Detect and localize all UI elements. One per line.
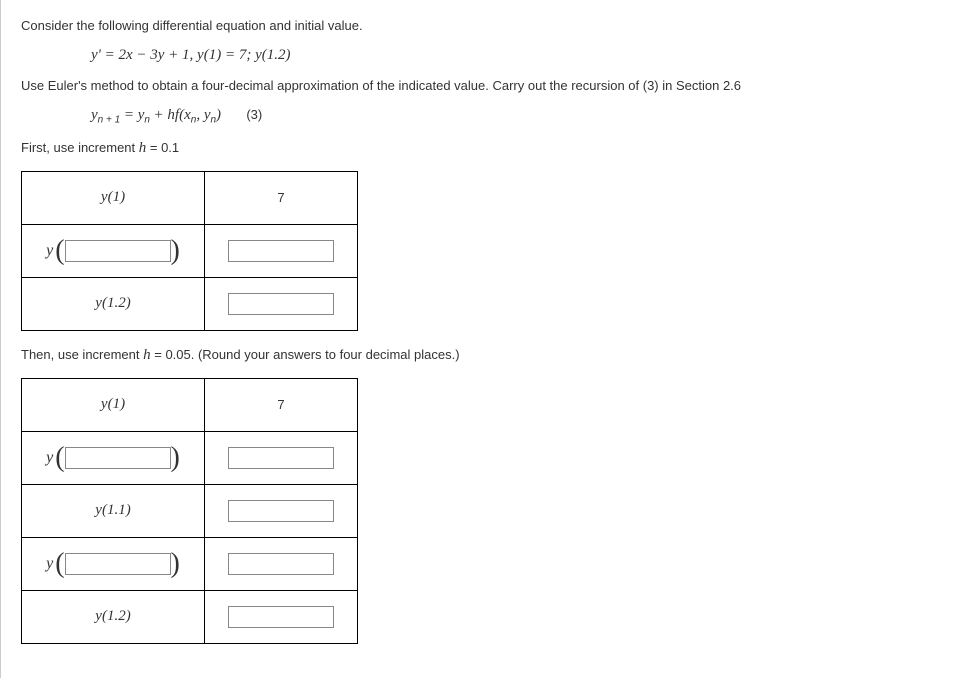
label-cell: y() — [22, 537, 205, 590]
label-cell: y() — [22, 224, 205, 277]
table-row: y(1.1) — [22, 484, 358, 537]
value-cell — [205, 224, 358, 277]
y-label: y(1.2) — [95, 608, 130, 624]
second-increment-prompt: Then, use increment h = 0.05. (Round you… — [21, 347, 946, 364]
y-value-static: 7 — [277, 190, 284, 205]
y-value-input[interactable] — [228, 553, 334, 575]
table-row: y() — [22, 224, 358, 277]
paren-close: ) — [171, 444, 180, 472]
y-value-input[interactable] — [228, 447, 334, 469]
recursion-label: (3) — [246, 107, 262, 122]
value-cell — [205, 484, 358, 537]
first-increment-prompt: First, use increment h = 0.1 — [21, 140, 946, 157]
value-cell: 7 — [205, 171, 358, 224]
y-label: y(1) — [101, 189, 125, 205]
table-row: y(1) 7 — [22, 378, 358, 431]
equation-text: y' = 2x − 3y + 1, y(1) = 7; y(1.2) — [91, 47, 946, 64]
paren-close: ) — [171, 550, 180, 578]
y-label: y(1) — [101, 396, 125, 412]
value-cell — [205, 277, 358, 330]
y-value-input[interactable] — [228, 606, 334, 628]
intro-text: Consider the following differential equa… — [21, 18, 946, 33]
label-cell: y() — [22, 431, 205, 484]
label-cell: y(1.2) — [22, 277, 205, 330]
y-value-static: 7 — [277, 397, 284, 412]
x-value-input[interactable] — [65, 553, 171, 575]
y-value-input[interactable] — [228, 500, 334, 522]
y-var: y — [46, 449, 53, 467]
value-cell: 7 — [205, 378, 358, 431]
y-var: y — [46, 242, 53, 260]
table-row: y() — [22, 431, 358, 484]
table-h005: y(1)7y()y(1.1)y()y(1.2) — [21, 378, 358, 644]
paren-close: ) — [171, 237, 180, 265]
table-row: y() — [22, 537, 358, 590]
x-value-input[interactable] — [65, 240, 171, 262]
x-value-input[interactable] — [65, 447, 171, 469]
table-row: y(1.2) — [22, 277, 358, 330]
paren-open: ( — [55, 237, 64, 265]
recursion-formula: yn + 1 = yn + hf(xn, yn) (3) — [91, 107, 946, 126]
y-label: y(1.1) — [95, 502, 130, 518]
label-cell: y(1) — [22, 171, 205, 224]
label-cell: y(1.1) — [22, 484, 205, 537]
label-cell: y(1.2) — [22, 590, 205, 643]
y-value-input[interactable] — [228, 293, 334, 315]
instruction-text: Use Euler's method to obtain a four-deci… — [21, 78, 946, 93]
label-cell: y(1) — [22, 378, 205, 431]
table-row: y(1.2) — [22, 590, 358, 643]
value-cell — [205, 590, 358, 643]
y-value-input[interactable] — [228, 240, 334, 262]
value-cell — [205, 431, 358, 484]
paren-open: ( — [55, 550, 64, 578]
table-h01: y(1) 7 y() y(1.2) — [21, 171, 358, 331]
y-var: y — [46, 555, 53, 573]
paren-open: ( — [55, 444, 64, 472]
table-row: y(1) 7 — [22, 171, 358, 224]
y-label: y(1.2) — [95, 295, 130, 311]
value-cell — [205, 537, 358, 590]
